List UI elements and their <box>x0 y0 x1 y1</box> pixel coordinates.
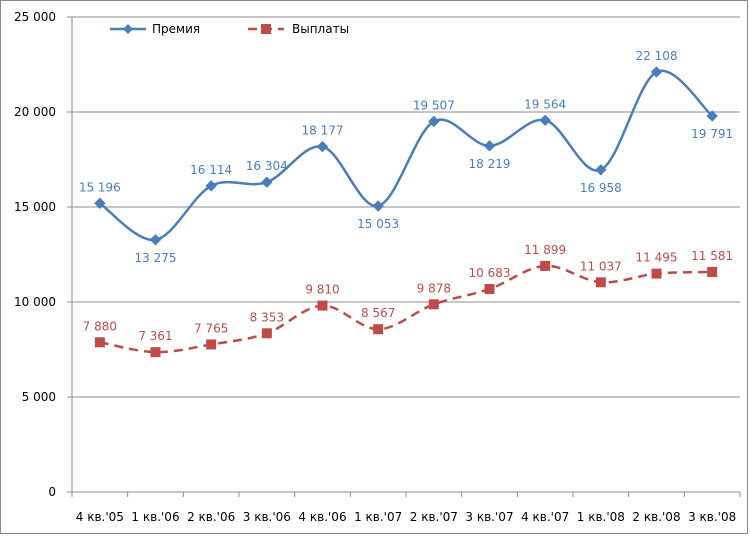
data-label: 9 810 <box>305 283 339 297</box>
x-tick-label: 4 кв.'05 <box>76 510 124 524</box>
x-tick-label: 1 кв.'07 <box>354 510 402 524</box>
data-point-diamond <box>428 115 440 128</box>
data-point-diamond <box>595 164 607 176</box>
axes <box>67 16 741 497</box>
legend-marker-square <box>261 24 271 34</box>
data-label: 10 683 <box>469 266 511 280</box>
x-tick-label: 3 кв.'06 <box>243 510 291 524</box>
y-tick-label: 0 <box>48 485 56 499</box>
data-label: 22 108 <box>636 49 678 63</box>
data-point-square <box>707 266 718 277</box>
y-tick-label: 25 000 <box>14 10 56 24</box>
x-tick-label: 3 кв.'07 <box>465 510 513 524</box>
data-label: 11 581 <box>691 249 733 263</box>
data-label: 9 878 <box>417 281 451 295</box>
data-label: 19 507 <box>413 98 455 112</box>
data-label: 18 177 <box>302 124 344 138</box>
series-line <box>99 264 713 354</box>
data-label: 13 275 <box>135 251 177 265</box>
data-point-diamond <box>483 140 496 152</box>
data-label: 11 037 <box>580 259 622 273</box>
data-point-diamond <box>205 180 217 192</box>
legend-item: Премия <box>110 22 200 36</box>
x-tick-label: 1 кв.'06 <box>131 510 179 524</box>
legend-item: Выплаты <box>248 22 349 36</box>
data-point-diamond <box>94 197 106 209</box>
data-label: 19 791 <box>691 127 733 141</box>
legend-label: Премия <box>152 22 200 36</box>
data-point-square <box>595 277 606 288</box>
data-label: 11 899 <box>524 243 566 257</box>
data-label: 15 196 <box>79 180 121 194</box>
series-line <box>99 69 714 242</box>
data-point-diamond <box>261 176 273 188</box>
data-point-diamond <box>706 110 718 122</box>
data-label: 7 880 <box>83 319 117 333</box>
y-axis-tick-labels: 0 5 000 10 000 15 000 20 000 25 000 <box>14 10 56 499</box>
x-tick-label: 2 кв.'08 <box>632 510 680 524</box>
data-label: 7 361 <box>138 329 172 343</box>
legend-marker-diamond <box>123 24 133 34</box>
data-point-diamond <box>650 66 663 78</box>
data-point-square <box>150 347 161 358</box>
x-tick-label: 3 кв.'08 <box>688 510 736 524</box>
x-tick-label: 4 кв.'06 <box>298 510 346 524</box>
data-label: 15 053 <box>357 217 399 231</box>
data-point-square <box>484 284 495 295</box>
data-label: 16 304 <box>246 159 288 173</box>
x-tick-label: 1 кв.'08 <box>577 510 625 524</box>
data-label: 11 495 <box>636 251 678 265</box>
data-label: 16 114 <box>190 163 232 177</box>
legend: Премия Выплаты <box>110 22 349 36</box>
gridlines <box>72 16 740 398</box>
data-label: 19 564 <box>524 97 566 111</box>
data-point-square <box>317 300 328 311</box>
data-point-diamond <box>372 200 384 212</box>
series-payouts: 7 880 7 361 7 765 8 353 9 810 8 567 9 878 10 68… <box>83 243 733 358</box>
series-group: 15 196 13 275 16 114 16 304 18 177 15 053 19 5… <box>79 49 733 358</box>
data-label: 16 958 <box>580 181 622 195</box>
data-label: 8 567 <box>361 306 395 320</box>
y-tick-label: 10 000 <box>14 295 56 309</box>
y-tick-label: 15 000 <box>14 200 56 214</box>
data-point-square <box>428 299 439 310</box>
x-tick-label: 2 кв.'06 <box>187 510 235 524</box>
data-point-diamond <box>149 234 162 246</box>
x-tick-label: 2 кв.'07 <box>410 510 458 524</box>
data-point-square <box>94 337 105 348</box>
data-label: 7 765 <box>194 321 228 335</box>
y-tick-label: 5 000 <box>22 390 56 404</box>
y-tick-label: 20 000 <box>14 105 56 119</box>
data-point-square <box>540 260 551 271</box>
data-label: 8 353 <box>250 310 284 324</box>
data-point-square <box>261 328 272 339</box>
data-point-square <box>373 324 384 335</box>
series-premium: 15 196 13 275 16 114 16 304 18 177 15 053 19 5… <box>79 49 733 265</box>
x-tick-label: 4 кв.'07 <box>521 510 569 524</box>
data-point-diamond <box>539 114 551 126</box>
data-label: 18 219 <box>469 157 511 171</box>
x-axis-tick-labels: 4 кв.'05 1 кв.'06 2 кв.'06 3 кв.'06 4 кв.'06… <box>76 510 736 524</box>
data-point-square <box>206 339 217 350</box>
legend-label: Выплаты <box>292 22 349 36</box>
data-point-square <box>651 268 662 279</box>
data-point-diamond <box>316 140 329 153</box>
